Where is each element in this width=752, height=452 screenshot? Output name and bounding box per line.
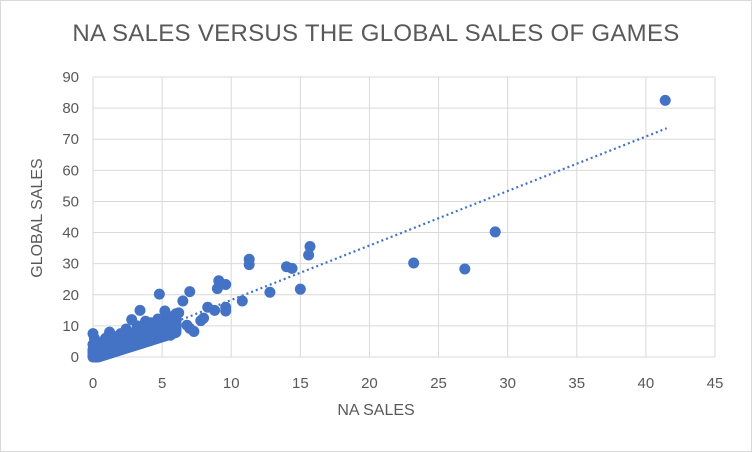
data-point xyxy=(294,283,306,295)
y-tick-label: 80 xyxy=(62,100,79,117)
x-tick-label: 35 xyxy=(568,375,585,392)
data-point xyxy=(146,327,158,339)
data-point xyxy=(303,249,315,261)
data-point xyxy=(167,311,179,323)
data-point xyxy=(304,241,316,253)
y-tick-label: 70 xyxy=(62,131,79,148)
y-tick-label: 30 xyxy=(62,256,79,273)
data-point xyxy=(459,263,471,275)
data-point xyxy=(126,314,138,326)
gridlines xyxy=(92,76,716,358)
data-point xyxy=(87,350,99,362)
x-tick-label: 25 xyxy=(430,375,447,392)
data-point xyxy=(170,323,182,335)
x-tick-label: 20 xyxy=(361,375,378,392)
data-point xyxy=(184,286,196,298)
data-point xyxy=(659,94,671,106)
tick-labels: 0 10 20 30 40 50 60 70 80 90 0 5 10 15 20 25 30 35 40 45 xyxy=(62,69,723,392)
y-tick-label: 90 xyxy=(62,69,79,86)
data-point xyxy=(181,319,193,331)
y-tick-label: 40 xyxy=(62,225,79,242)
data-point xyxy=(202,301,214,313)
x-tick-label: 40 xyxy=(638,375,655,392)
data-point xyxy=(97,348,109,360)
data-points xyxy=(87,94,671,363)
y-tick-label: 0 xyxy=(71,349,79,366)
y-tick-label: 10 xyxy=(62,318,79,335)
data-point xyxy=(489,226,501,238)
y-tick-label: 50 xyxy=(62,193,79,210)
x-tick-label: 0 xyxy=(89,375,97,392)
x-tick-label: 10 xyxy=(223,375,240,392)
data-point xyxy=(220,305,232,317)
chart-title: NA SALES VERSUS THE GLOBAL SALES OF GAME… xyxy=(72,20,680,47)
y-axis-label: GLOBAL SALES xyxy=(29,158,46,278)
data-point xyxy=(90,335,102,347)
x-tick-label: 45 xyxy=(707,375,724,392)
data-point xyxy=(264,286,276,298)
data-point xyxy=(153,288,165,300)
data-point xyxy=(236,295,248,307)
data-point xyxy=(195,315,207,327)
y-tick-label: 20 xyxy=(62,287,79,304)
y-tick-label: 60 xyxy=(62,162,79,179)
data-point xyxy=(243,259,255,271)
x-axis-label: NA SALES xyxy=(337,402,415,419)
data-point xyxy=(108,343,120,355)
data-point xyxy=(281,261,293,273)
data-point xyxy=(140,315,152,327)
data-point xyxy=(177,295,189,307)
data-point xyxy=(159,305,171,317)
data-point xyxy=(134,304,146,316)
x-tick-label: 30 xyxy=(499,375,516,392)
data-point xyxy=(211,283,223,295)
x-tick-label: 15 xyxy=(292,375,309,392)
data-point xyxy=(408,257,420,269)
x-tick-label: 5 xyxy=(158,375,166,392)
